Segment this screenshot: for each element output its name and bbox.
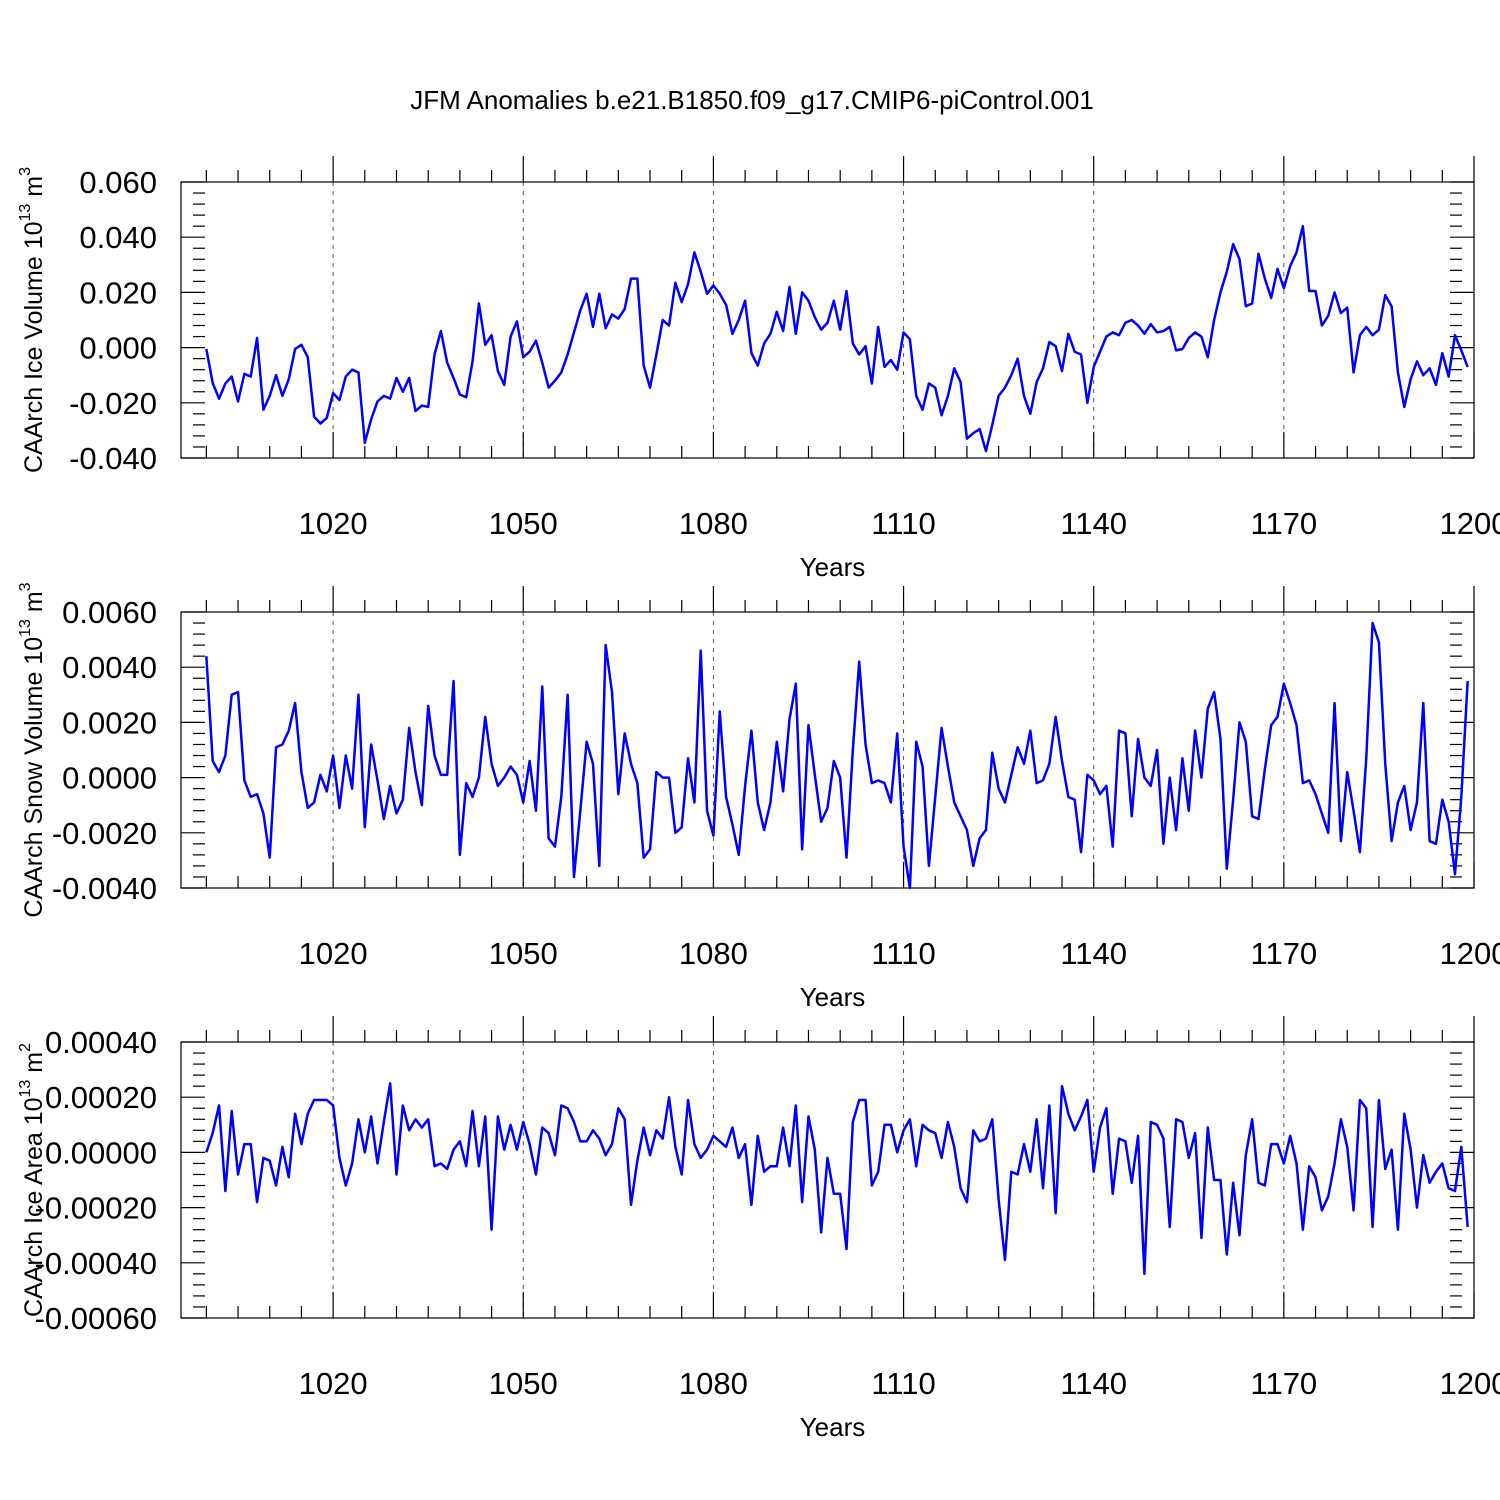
plot-frame [180, 611, 1475, 889]
y-tick-label: 0.0000 [62, 761, 157, 796]
y-tick-label: 0.000 [79, 331, 157, 366]
x-tick-label: 1050 [489, 936, 558, 971]
y-tick-label: 0.00020 [45, 1080, 157, 1115]
x-tick-label: 1050 [489, 1366, 558, 1401]
x-tick-label: 1080 [679, 1366, 748, 1401]
y-tick-label: 0.0060 [62, 595, 157, 630]
x-tick-label: 1110 [871, 936, 935, 971]
x-tick-label: 1170 [1251, 1366, 1318, 1401]
y-tick-label: -0.020 [69, 386, 157, 421]
y-axis-label-text: CAArch Ice Volume 10 [20, 221, 48, 473]
x-tick-label: 1140 [1060, 1366, 1127, 1401]
x-tick-label: 1050 [489, 506, 558, 541]
x-tick-label: 1110 [871, 506, 935, 541]
y-axis-label-text: CAArch Ice Area 10 [20, 1097, 48, 1317]
x-axis-label: Years [800, 1412, 866, 1442]
y-tick-label: -0.00020 [35, 1191, 157, 1226]
y-axis-label-unit: m [20, 591, 48, 619]
x-tick-label: 1200 [1440, 1366, 1500, 1401]
y-axis-label-unit-exponent: 2 [17, 1043, 34, 1052]
y-tick-label: 0.040 [79, 220, 157, 255]
series-line [205, 1082, 1469, 1276]
y-tick-label: 0.020 [79, 275, 157, 310]
y-tick-label: -0.0020 [52, 816, 157, 851]
x-tick-label: 1110 [871, 1366, 935, 1401]
y-axis-label: CAArch Ice Volume 1013 m3 [17, 167, 48, 473]
y-tick-label: 0.0040 [62, 650, 157, 685]
x-axis-label: Years [800, 982, 866, 1012]
series-line [205, 224, 1469, 453]
x-axis-label: Years [800, 552, 866, 582]
x-tick-label: 1020 [299, 936, 368, 971]
y-axis-label: CAArch Ice Area 1013 m2 [17, 1043, 48, 1317]
chart-title: JFM Anomalies b.e21.B1850.f09_g17.CMIP6-… [410, 85, 1094, 115]
ice-area-panel: 1020 1050 1080 1110 1140 1170 1200 Years -0.0006… [17, 1016, 1500, 1442]
x-tick-label: 1140 [1060, 936, 1127, 971]
y-axis-label-unit-exponent: 3 [17, 167, 34, 176]
y-tick-label: -0.040 [69, 441, 157, 476]
x-tick-label: 1080 [679, 936, 748, 971]
series-line [205, 621, 1469, 890]
y-axis-label-exponent: 13 [17, 619, 34, 637]
y-tick-label: -0.0040 [52, 871, 157, 906]
y-axis-label-exponent: 13 [17, 204, 34, 222]
x-tick-label: 1200 [1440, 506, 1500, 541]
y-tick-label: 0.060 [79, 165, 157, 200]
snow-volume-panel: 1020 1050 1080 1110 1140 1170 1200 Years -0.0040… [17, 582, 1500, 1012]
x-tick-label: 1020 [299, 506, 368, 541]
y-tick-label: -0.00060 [35, 1301, 157, 1336]
y-axis-label-exponent: 13 [17, 1080, 34, 1098]
y-axis-label-unit: m [20, 1052, 48, 1080]
y-axis-label-text: CAArch Snow Volume 10 [20, 637, 48, 918]
x-tick-label: 1200 [1440, 936, 1500, 971]
y-tick-label: 0.00000 [45, 1135, 157, 1170]
x-tick-label: 1140 [1060, 506, 1127, 541]
y-tick-label: -0.00040 [35, 1246, 157, 1281]
y-tick-label: 0.0020 [62, 705, 157, 740]
plot-frame [180, 181, 1475, 459]
plot-frame [180, 1041, 1475, 1319]
y-axis-label-unit: m [20, 176, 48, 204]
x-tick-label: 1170 [1251, 506, 1318, 541]
y-axis-label: CAArch Snow Volume 1013 m3 [17, 582, 48, 917]
y-axis-label-unit-exponent: 3 [17, 582, 34, 591]
x-tick-label: 1080 [679, 506, 748, 541]
x-tick-label: 1020 [299, 1366, 368, 1401]
x-tick-label: 1170 [1251, 936, 1318, 971]
y-tick-label: 0.00040 [45, 1025, 157, 1060]
ice-volume-panel: 1020 1050 1080 1110 1140 1170 1200 Years -0.040 -… [17, 156, 1500, 582]
